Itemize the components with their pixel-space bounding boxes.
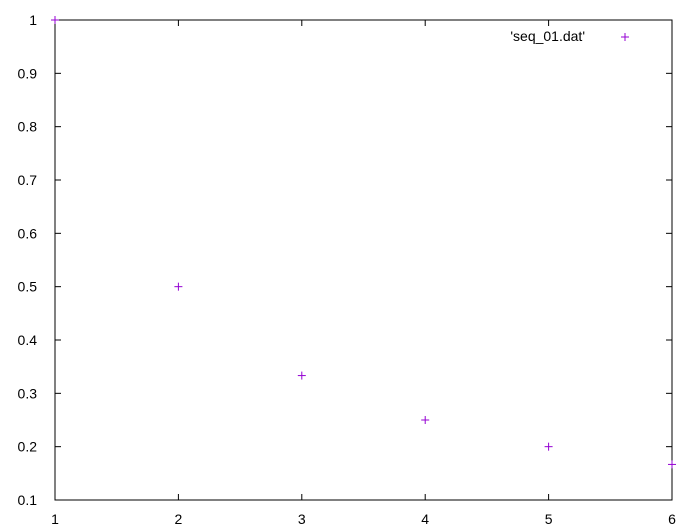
- y-tick-label: 0.2: [18, 439, 38, 455]
- plot-frame: [54, 19, 673, 501]
- x-axis-ticks: 1 2 3 4 5 6: [51, 20, 676, 527]
- y-tick-label: 0.9: [18, 65, 38, 81]
- legend-label: 'seq_01.dat': [510, 28, 585, 44]
- y-tick-label: 0.3: [18, 385, 38, 401]
- y-tick-label: 0.6: [18, 225, 38, 241]
- x-tick-label: 5: [545, 511, 553, 527]
- data-points: [51, 16, 676, 469]
- x-tick-label: 2: [175, 511, 183, 527]
- legend-marker: [621, 33, 629, 41]
- data-point: [421, 416, 430, 424]
- y-tick-label: 1: [29, 12, 37, 28]
- y-tick-label: 0.4: [18, 332, 38, 348]
- y-tick-label: 0.7: [18, 172, 38, 188]
- x-tick-label: 6: [668, 511, 676, 527]
- x-tick-label: 1: [51, 511, 59, 527]
- y-tick-label: 0.8: [18, 119, 38, 135]
- data-point: [51, 16, 59, 24]
- legend: 'seq_01.dat': [510, 28, 629, 44]
- y-tick-label: 0.5: [18, 279, 38, 295]
- x-tick-label: 3: [298, 511, 306, 527]
- data-point: [668, 460, 676, 469]
- data-point: [544, 442, 553, 451]
- y-axis-ticks: 0.1 0.2 0.3 0.4 0.5 0.6 0.7 0.8 0.9 1: [18, 12, 672, 508]
- x-tick-label: 4: [421, 511, 429, 527]
- data-point: [297, 371, 306, 380]
- data-point: [174, 282, 183, 291]
- y-tick-label: 0.1: [18, 492, 38, 508]
